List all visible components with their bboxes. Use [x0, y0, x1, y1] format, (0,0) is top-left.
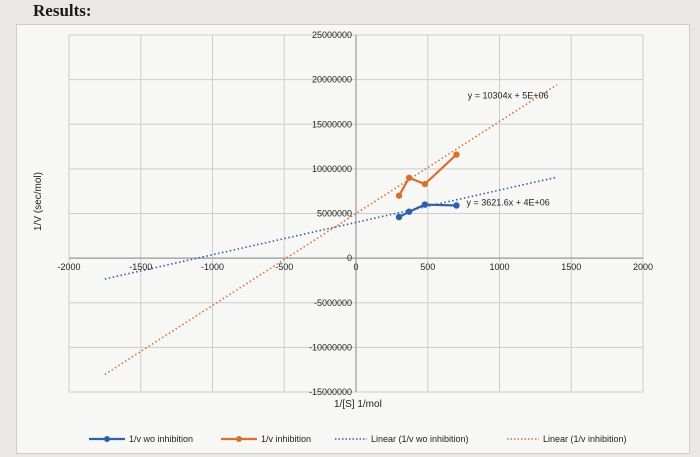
- x-tick-label: 500: [420, 262, 435, 272]
- series-layer: [395, 151, 460, 221]
- x-tick-label: 1500: [561, 262, 581, 272]
- y-tick-label: 25000000: [312, 30, 352, 40]
- legend: 1/v wo inhibition 1/v inhibition Linear (1…: [89, 434, 627, 444]
- axis-layer: [69, 35, 643, 392]
- series-line-inhibition: [398, 153, 458, 197]
- y-tick-label: 5000000: [317, 209, 352, 219]
- legend-label: 1/v wo inhibition: [129, 434, 193, 444]
- data-point-wo-inhibition: [453, 202, 460, 209]
- x-tick-label: -2000: [57, 262, 80, 272]
- x-tick-label: -1000: [201, 262, 224, 272]
- results-heading: Results:: [33, 1, 92, 20]
- data-point-inhibition: [405, 174, 413, 181]
- x-axis-title: 1/[S] 1/mol: [334, 399, 382, 410]
- legend-swatch-marker: [104, 436, 110, 442]
- data-point-inhibition: [395, 192, 403, 199]
- data-point-wo-inhibition: [421, 201, 429, 208]
- x-tick-label: -1500: [129, 262, 152, 272]
- data-point-inhibition: [453, 151, 460, 158]
- x-tick-label: -500: [275, 262, 293, 272]
- chart-frame: -2000 -1500 -1000 -500 0 500 1000 1500 2000 25000…: [16, 24, 690, 454]
- x-tick-label: 1000: [489, 262, 509, 272]
- y-tick-label: -5000000: [314, 298, 352, 308]
- legend-label: Linear (1/v wo inhibition): [371, 434, 469, 444]
- y-tick-label: -10000000: [309, 342, 352, 352]
- trendline-equation: y = 10304x + 5E+06: [468, 90, 549, 100]
- trendline-inhibition: [104, 84, 558, 376]
- series-line-wo-inhibition: [398, 203, 457, 219]
- y-tick-label: 10000000: [312, 164, 352, 174]
- data-point-wo-inhibition: [405, 208, 413, 215]
- trendline-layer: [104, 84, 558, 376]
- legend-label: 1/v inhibition: [261, 434, 311, 444]
- y-tick-label: 0: [347, 253, 352, 263]
- legend-label: Linear (1/v inhibition): [543, 434, 627, 444]
- label-layer: -2000 -1500 -1000 -500 0 500 1000 1500 2000 25000…: [33, 30, 653, 410]
- x-tick-label: 2000: [633, 262, 653, 272]
- legend-swatch-marker: [236, 436, 242, 442]
- trendline-wo-inhibition: [104, 176, 558, 280]
- trendline-equation: y = 3621.6x + 4E+06: [466, 197, 549, 207]
- data-point-wo-inhibition: [395, 213, 403, 221]
- data-point-inhibition: [421, 180, 429, 188]
- y-tick-label: 20000000: [312, 75, 352, 85]
- x-tick-label: 0: [353, 262, 358, 272]
- y-tick-label: -15000000: [309, 387, 352, 397]
- y-axis-title: 1/V (sec/mol): [33, 172, 44, 231]
- lineweaver-burk-chart: -2000 -1500 -1000 -500 0 500 1000 1500 2000 25000…: [33, 30, 653, 444]
- y-tick-label: 15000000: [312, 119, 352, 129]
